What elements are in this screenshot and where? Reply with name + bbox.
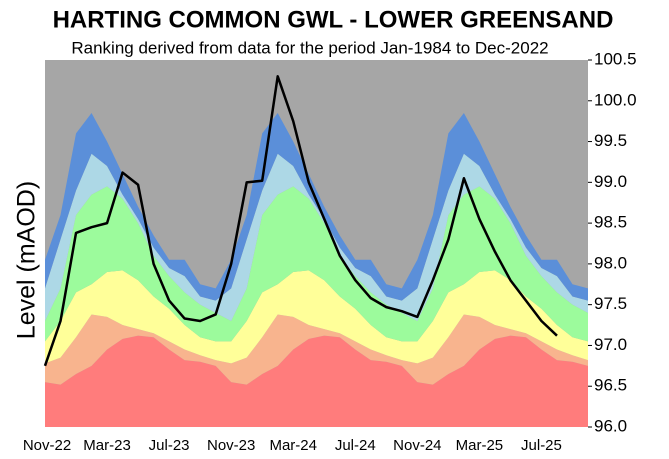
- x-tick-label: Nov-24: [393, 437, 441, 454]
- y-tick-label: 97.0: [594, 335, 627, 354]
- y-tick-label: 98.0: [594, 253, 627, 272]
- band-area: [45, 335, 588, 427]
- band-area: [45, 153, 588, 321]
- x-tick-label: Mar-23: [83, 437, 131, 454]
- band-area: [45, 113, 588, 301]
- y-tick-label: 98.5: [594, 213, 627, 232]
- y-tick-label: 99.5: [594, 131, 627, 150]
- x-tick-label: Mar-24: [269, 437, 317, 454]
- chart-subtitle: Ranking derived from data for the period…: [71, 38, 548, 57]
- level-line: [43, 75, 558, 367]
- y-axis-label: Level (mAOD): [13, 181, 41, 339]
- x-tick-label: Jul-25: [521, 437, 562, 454]
- y-tick-label: 99.0: [594, 172, 627, 191]
- x-tick-label: Jul-24: [335, 437, 376, 454]
- x-tick-label: Nov-23: [207, 437, 255, 454]
- x-tick-label: Nov-22: [23, 437, 71, 454]
- y-tick-label: 100.5: [594, 49, 637, 68]
- chart-title: HARTING COMMON GWL - LOWER GREENSAND: [53, 6, 614, 33]
- band-area: [45, 314, 588, 385]
- y-tick-label: 96.0: [594, 416, 627, 435]
- y-tick-label: 96.5: [594, 376, 627, 395]
- x-tick-label: Jul-23: [149, 437, 190, 454]
- band-area: [45, 270, 588, 364]
- y-tick-label: 100.0: [594, 90, 637, 109]
- x-tick-label: Mar-25: [456, 437, 504, 454]
- y-tick-label: 97.5: [594, 294, 627, 313]
